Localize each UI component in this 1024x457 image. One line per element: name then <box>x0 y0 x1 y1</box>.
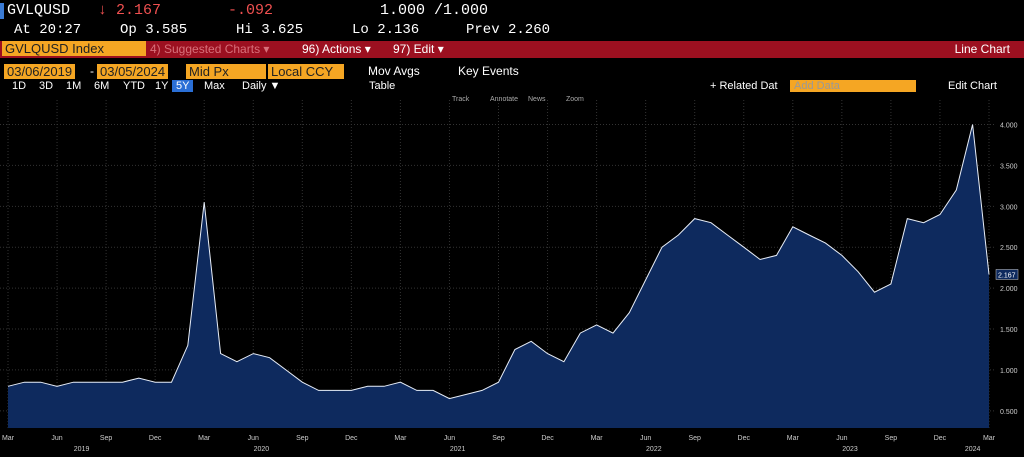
x-tick-label: Jun <box>640 435 651 442</box>
suggested[interactable]: 4) Suggested Charts ▾ <box>150 42 270 56</box>
high: Hi 3.625 <box>236 22 304 38</box>
period[interactable]: 1Y <box>155 80 169 92</box>
open: Op 3.585 <box>120 22 188 38</box>
x-tick-label: Sep <box>492 435 505 442</box>
key-events[interactable]: Key Events <box>458 64 519 78</box>
chart: Track Annotate News Zoom 0.500 1.000 1.500 2.00… <box>0 96 1019 453</box>
x-tick-label: Mar <box>591 435 604 442</box>
x-tick-label: Dec <box>345 435 358 442</box>
x-tick-label: Mar <box>2 435 15 442</box>
start-date[interactable]: 03/06/2019 <box>4 64 76 79</box>
end-date[interactable]: 03/05/2024 <box>97 64 169 79</box>
chart-tool: Track <box>452 96 470 103</box>
x-tick-label: Sep <box>688 435 701 442</box>
y-tick-label: 1.000 <box>1000 368 1018 375</box>
x-tick-label: Sep <box>885 435 898 442</box>
area <box>8 124 989 428</box>
mov-avgs[interactable]: Mov Avgs <box>368 64 420 78</box>
ticker: GVLQUSD <box>7 2 71 19</box>
x-tick-label: Mar <box>198 435 211 442</box>
x-tick-label: Dec <box>149 435 162 442</box>
x-tick-label: Dec <box>738 435 751 442</box>
period[interactable]: 5Y <box>172 80 194 92</box>
x-tick-label: Dec <box>934 435 947 442</box>
actions[interactable]: 96) Actions ▾ <box>302 42 371 56</box>
y-tick-label: 0.500 <box>1000 409 1018 416</box>
table[interactable]: Table <box>369 80 396 92</box>
y-tick-label: 1.500 <box>1000 327 1018 334</box>
period[interactable]: 1M <box>66 80 82 92</box>
year-label: 2024 <box>965 446 981 453</box>
y-tick-label: 3.500 <box>1000 163 1018 170</box>
period[interactable]: YTD <box>123 80 145 92</box>
prev: Prev 2.260 <box>466 22 551 38</box>
x-tick-label: Sep <box>296 435 309 442</box>
y-tick-label: 2.000 <box>1000 286 1018 293</box>
x-tick-label: Jun <box>248 435 259 442</box>
y-tick-label: 2.500 <box>1000 245 1018 252</box>
line <box>7 124 990 400</box>
last-value-label: 2.167 <box>998 272 1016 279</box>
x-tick-label: Jun <box>444 435 455 442</box>
x-tick-label: Mar <box>983 435 996 442</box>
low: Lo 2.136 <box>352 22 420 38</box>
dash: - <box>90 64 94 78</box>
year-label: 2021 <box>450 446 466 453</box>
x-tick-label: Dec <box>541 435 554 442</box>
chart-kind: Line Chart <box>954 42 1010 56</box>
period[interactable]: Max <box>204 80 225 92</box>
change: -.092 <box>228 2 274 19</box>
edit-chart[interactable]: Edit Chart <box>948 80 997 92</box>
security[interactable]: GVLQUSD Index <box>2 41 146 56</box>
x-tick-label: Sep <box>100 435 113 442</box>
chart-tool: Zoom <box>566 96 584 103</box>
y-tick-label: 4.000 <box>1000 123 1018 130</box>
related-data[interactable]: + Related Dat <box>710 80 778 92</box>
year-label: 2020 <box>254 446 270 453</box>
add-data[interactable]: Add Data <box>790 80 916 92</box>
period[interactable]: 1D <box>12 80 27 92</box>
bid-ask: 1.000 /1.000 <box>380 2 489 19</box>
x-tick-label: Jun <box>836 435 847 442</box>
marker <box>0 3 4 19</box>
toolbar <box>0 41 1024 58</box>
period[interactable]: 3D <box>39 80 54 92</box>
x-tick-label: Jun <box>51 435 62 442</box>
year-label: 2023 <box>842 446 858 453</box>
last-price: ↓ 2.167 <box>98 2 162 19</box>
year-label: 2019 <box>74 446 90 453</box>
time: At 20:27 <box>14 22 82 38</box>
edit[interactable]: 97) Edit ▾ <box>393 42 444 56</box>
frequency[interactable]: Daily ▼ <box>242 80 281 92</box>
year-label: 2022 <box>646 446 662 453</box>
x-tick-label: Mar <box>394 435 407 442</box>
chart-tool: Annotate <box>490 96 518 103</box>
period[interactable]: 6M <box>94 80 110 92</box>
last-value-tag <box>995 269 1019 280</box>
currency[interactable]: Local CCY <box>268 64 344 79</box>
x-tick-label: Mar <box>787 435 800 442</box>
chart-tool: News <box>528 96 546 103</box>
y-tick-label: 3.000 <box>1000 204 1018 211</box>
price-field[interactable]: Mid Px <box>186 64 266 79</box>
